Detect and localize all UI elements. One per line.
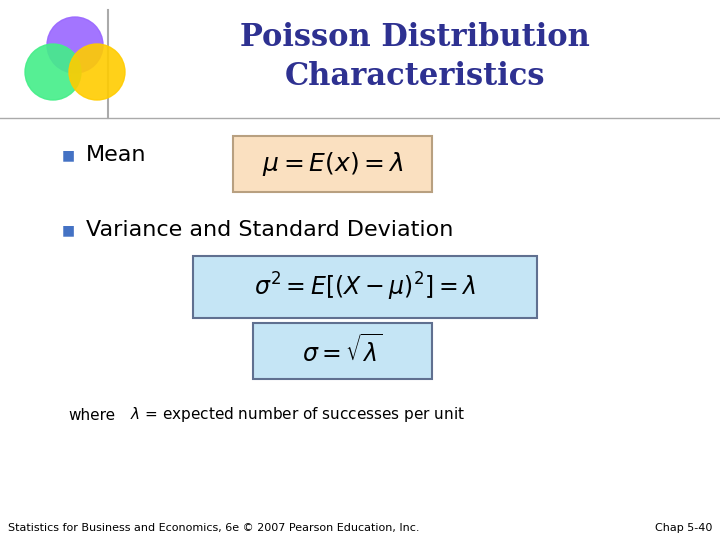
Text: where: where [68, 408, 115, 422]
Circle shape [69, 44, 125, 100]
Text: ■: ■ [61, 223, 75, 237]
Text: $\sigma^2 = E[(X-\mu)^2] = \lambda$: $\sigma^2 = E[(X-\mu)^2] = \lambda$ [254, 271, 476, 303]
FancyBboxPatch shape [253, 323, 432, 379]
Text: Poisson Distribution
Characteristics: Poisson Distribution Characteristics [240, 22, 590, 92]
Circle shape [25, 44, 81, 100]
Text: ■: ■ [61, 148, 75, 162]
Text: Mean: Mean [86, 145, 146, 165]
Text: Chap 5-40: Chap 5-40 [654, 523, 712, 533]
Text: $\sigma = \sqrt{\lambda}$: $\sigma = \sqrt{\lambda}$ [302, 335, 382, 367]
Text: Statistics for Business and Economics, 6e © 2007 Pearson Education, Inc.: Statistics for Business and Economics, 6… [8, 523, 420, 533]
Circle shape [47, 17, 103, 73]
Text: Variance and Standard Deviation: Variance and Standard Deviation [86, 220, 454, 240]
Text: $\lambda$ = expected number of successes per unit: $\lambda$ = expected number of successes… [130, 406, 465, 424]
FancyBboxPatch shape [233, 136, 432, 192]
FancyBboxPatch shape [193, 256, 537, 318]
Text: $\mu = E(x) = \lambda$: $\mu = E(x) = \lambda$ [261, 150, 403, 178]
